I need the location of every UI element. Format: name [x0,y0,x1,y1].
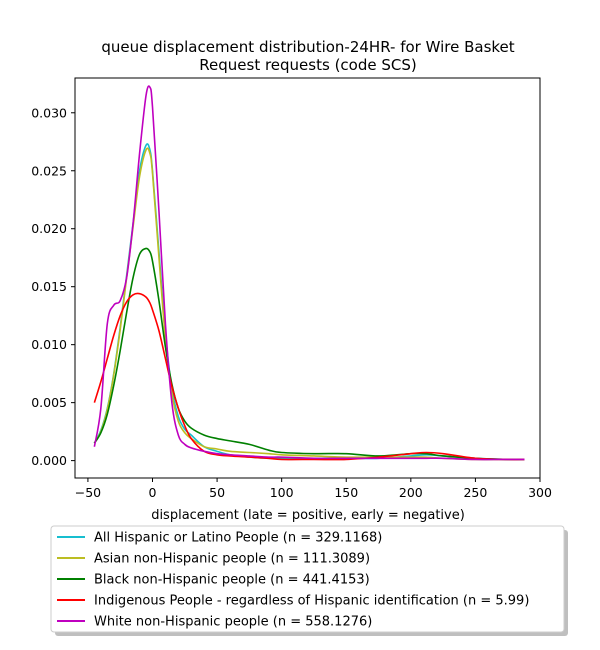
x-tick-label: 200 [399,485,423,500]
x-tick-label: −50 [75,485,101,500]
legend-items: All Hispanic or Latino People (n = 329.1… [57,531,529,630]
chart-title-line-2: Request requests (code SCS) [199,56,416,74]
y-tick-label: 0.015 [31,279,67,294]
y-tick-label: 0.000 [31,453,67,468]
x-tick-label: 0 [149,485,157,500]
legend: All Hispanic or Latino People (n = 329.1… [50,525,568,636]
legend-label: All Hispanic or Latino People (n = 329.1… [94,531,382,546]
x-axis-ticks: −50 0 50 100 150 200 250 300 [75,478,552,500]
series-line-4 [93,292,525,461]
y-tick-label: 0.030 [31,105,67,120]
x-tick-label: 250 [463,485,487,500]
legend-label: Indigenous People - regardless of Hispan… [94,594,529,609]
series-layer [93,85,525,461]
plot-area [75,78,540,478]
chart-title-line-1: queue displacement distribution-24HR- fo… [101,38,514,56]
legend-label: Black non-Hispanic people (n = 441.4153) [94,573,370,588]
x-axis-label: displacement (late = positive, early = n… [151,508,465,523]
x-tick-label: 150 [334,485,358,500]
x-tick-label: 100 [270,485,294,500]
x-tick-label: 300 [528,485,552,500]
y-tick-label: 0.010 [31,337,67,352]
y-tick-label: 0.020 [31,221,67,236]
series-line-5 [93,85,525,461]
y-tick-label: 0.025 [31,163,67,178]
legend-label: White non-Hispanic people (n = 558.1276) [94,615,372,630]
legend-label: Asian non-Hispanic people (n = 111.3089) [94,552,370,567]
plot-frame [74,77,541,479]
x-tick-label: 50 [209,485,225,500]
legend-box [50,525,565,633]
y-axis-ticks: 0.000 0.005 0.010 0.015 0.020 0.025 0.030 [31,105,75,468]
y-tick-label: 0.005 [31,395,67,410]
